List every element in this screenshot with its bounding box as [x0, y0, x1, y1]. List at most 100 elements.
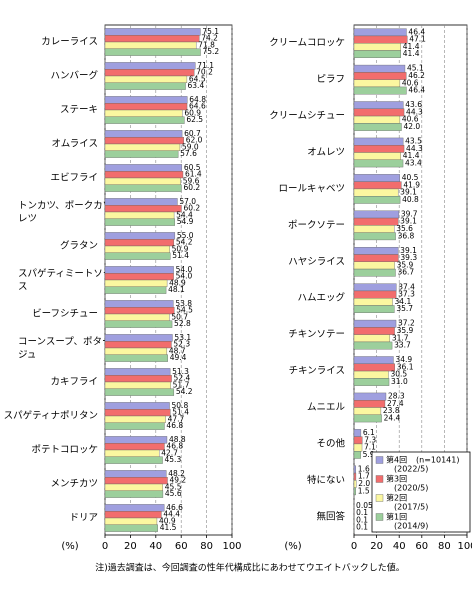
value-label: 35.9 [397, 260, 414, 269]
value-label: 5.9 [363, 450, 375, 459]
legend-sublabel: (2017/5) [394, 503, 428, 512]
bar [353, 159, 404, 168]
value-label: 52.4 [174, 374, 191, 383]
bar [104, 313, 170, 322]
value-label: 46.6 [166, 503, 183, 512]
bar [353, 101, 404, 109]
value-label: 1.5 [358, 486, 370, 495]
value-label: 63.4 [188, 81, 205, 90]
value-label: 54.0 [176, 265, 193, 274]
value-label: 2.0 [358, 479, 370, 488]
x-tick-label: 80 [200, 541, 213, 552]
value-label: 49.2 [169, 476, 186, 485]
bar [353, 465, 357, 474]
bar [353, 35, 408, 44]
value-label: 61.4 [185, 170, 202, 179]
axis-unit: (%) [61, 541, 78, 552]
category-label: ハムエッグ [297, 292, 345, 304]
x-tick-label: 20 [370, 541, 383, 552]
bar [104, 456, 163, 464]
bar [104, 470, 167, 478]
category-label: クリームコロッケ [269, 38, 345, 49]
bar [353, 327, 395, 335]
bar [104, 143, 181, 152]
bar [104, 184, 182, 192]
value-label: 0.05 [356, 501, 373, 510]
value-label: 24.4 [384, 413, 401, 422]
legend-label: 第1回 [386, 512, 407, 522]
category-label: トンカツ、ポークカツレツ [18, 200, 112, 224]
bar [353, 115, 401, 124]
value-label: 44.3 [406, 107, 423, 116]
bar [104, 116, 185, 124]
legend-swatch [375, 475, 384, 483]
value-label: 39.1 [400, 188, 417, 197]
value-label: 35.6 [396, 224, 413, 233]
value-label: 39.1 [400, 217, 417, 226]
value-label: 51.4 [172, 408, 189, 417]
bar [104, 204, 182, 213]
value-label: 64.8 [189, 95, 206, 104]
x-tick-label: 40 [393, 541, 406, 552]
value-label: 37.2 [398, 319, 415, 328]
category-label: ポテトコロッケ [31, 445, 98, 456]
value-label: 40.6 [402, 78, 419, 87]
value-label: 48.1 [168, 285, 185, 294]
bar [104, 375, 172, 383]
value-label: 46.2 [408, 71, 425, 80]
value-label: 62.5 [186, 115, 203, 124]
value-label: 48.8 [169, 435, 186, 444]
value-label: 31.7 [392, 333, 409, 342]
bar [104, 150, 179, 158]
bar [353, 487, 356, 496]
bar [353, 283, 397, 292]
value-label: 40.9 [159, 516, 176, 525]
value-label: 7.3 [364, 435, 376, 444]
bar [104, 68, 195, 77]
bar [104, 368, 171, 376]
bar [353, 370, 389, 379]
category-label: その他 [316, 437, 345, 449]
x-tick-label: 40 [149, 541, 162, 552]
value-label: 70.2 [196, 68, 213, 77]
category-label: ムニエル [307, 402, 346, 413]
bar [353, 298, 393, 306]
bar [353, 225, 395, 233]
bar [104, 402, 170, 410]
value-label: 0.1 [356, 515, 368, 524]
category-label: ピラフ [316, 74, 345, 85]
bar [353, 217, 399, 226]
category-label: スパゲティナポリタン [4, 410, 98, 422]
value-label: 74.2 [201, 34, 218, 43]
value-label: 60.2 [183, 183, 200, 192]
bar [104, 320, 173, 328]
bar [104, 170, 184, 179]
bar [104, 286, 167, 294]
value-label: 34.1 [395, 297, 412, 306]
bar [104, 136, 184, 145]
value-label: 45.3 [165, 455, 182, 464]
category-label: オムライス [52, 139, 98, 150]
value-label: 1.6 [358, 464, 370, 473]
bar [104, 341, 172, 349]
bar [104, 436, 168, 444]
value-label: 45.5 [165, 482, 182, 491]
value-label: 35.7 [396, 304, 413, 313]
value-label: 48.7 [169, 346, 186, 355]
bar [104, 524, 158, 532]
value-label: 62.0 [186, 136, 203, 145]
legend-label: 第3回 [386, 474, 407, 484]
value-label: 51.7 [173, 380, 190, 389]
category-label: ドリア [69, 513, 98, 524]
bar [353, 429, 362, 437]
value-label: 71.1 [197, 61, 214, 70]
value-label: 42.7 [161, 448, 178, 457]
bar [104, 415, 166, 424]
value-label: 0.1 [356, 523, 368, 532]
x-tick-label: 0 [351, 541, 357, 552]
value-label: 59.6 [183, 176, 200, 185]
legend-swatch [375, 456, 384, 464]
bar [104, 35, 200, 43]
category-label: 特にない [307, 474, 345, 486]
